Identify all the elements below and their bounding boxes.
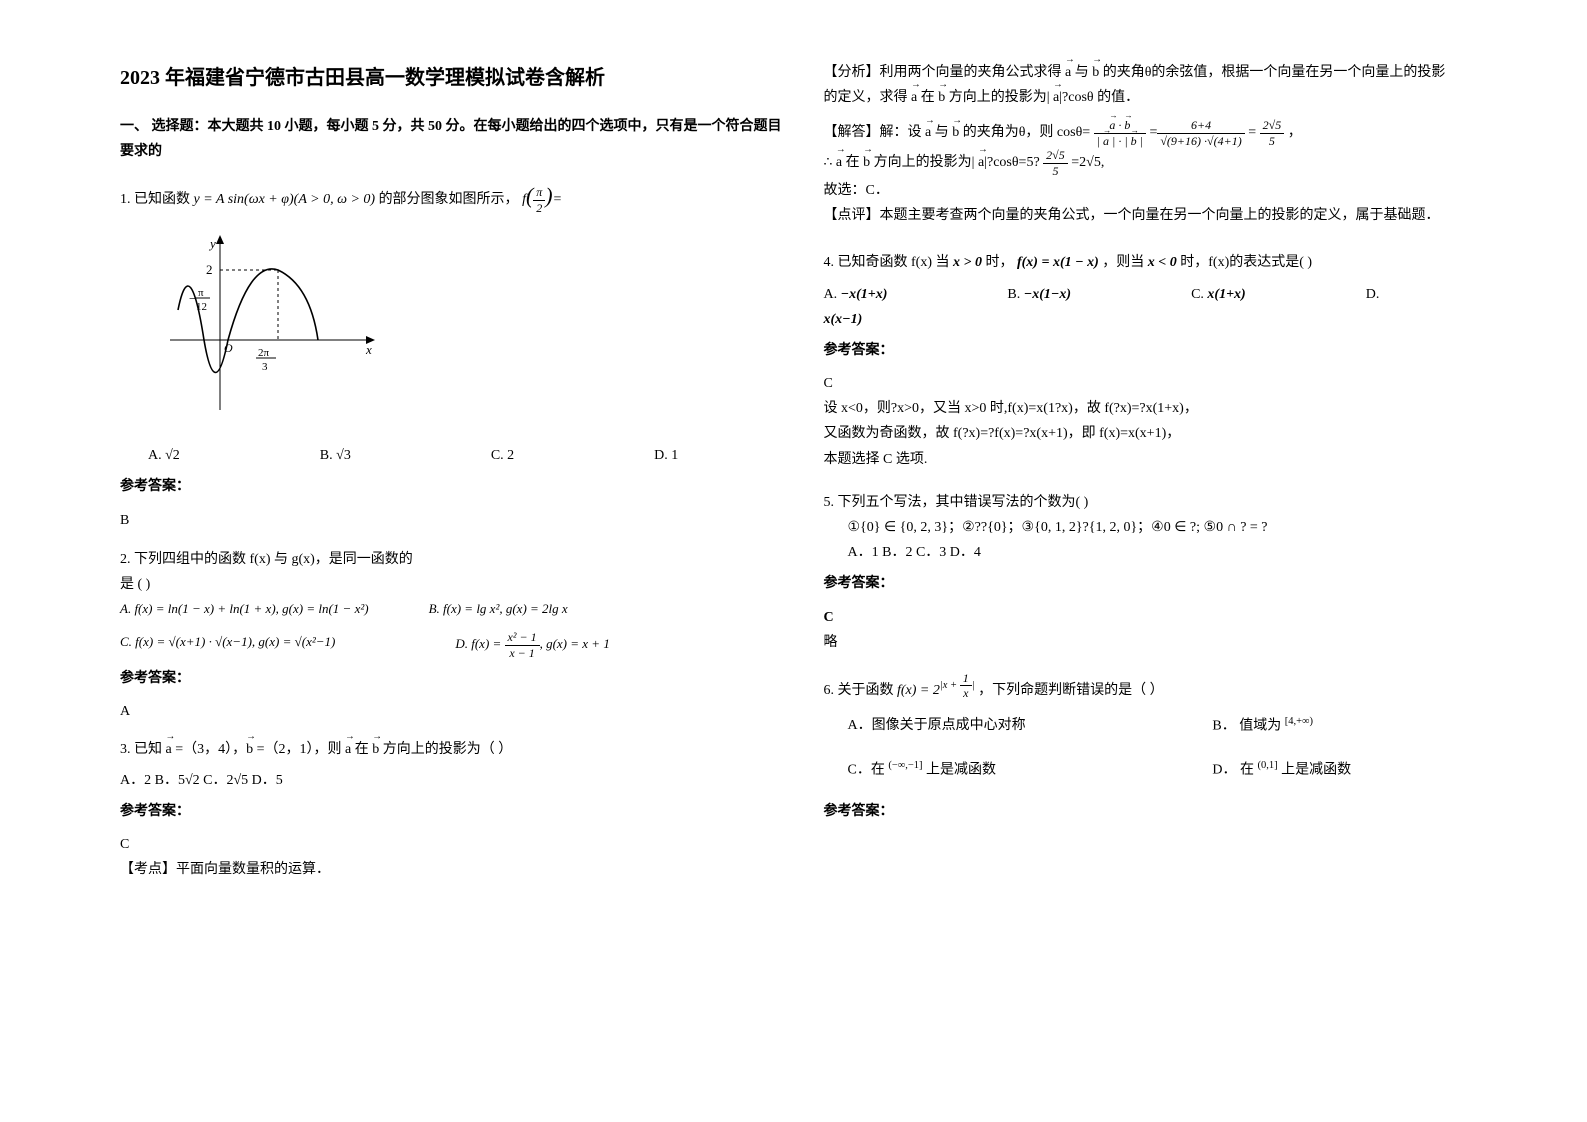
q5-stem: 5. 下列五个写法，其中错误写法的个数为( ) bbox=[824, 490, 1488, 515]
q1-f-pi-2: f(π2)= bbox=[522, 192, 562, 207]
q4-opt-d2: x(x−1) bbox=[824, 307, 1488, 332]
q4-expl1: 设 x<0，则?x>0，又当 x>0 时,f(x)=x(1?x)，故 f(?x)… bbox=[824, 396, 1488, 421]
q1-graph: y x O 2 π 12 − 2π 3 bbox=[160, 230, 784, 429]
question-2: 2. 下列四组中的函数 f(x) 与 g(x)，是同一函数的 是 ( ) A. … bbox=[120, 547, 784, 661]
q1-opt-b: B. √3 bbox=[320, 443, 351, 468]
q3-options: A．2 B．5√2 C．2√5 D．5 bbox=[120, 768, 784, 793]
q1-options: A. √2 B. √3 C. 2 D. 1 bbox=[148, 443, 784, 468]
q1-opt-a: A. √2 bbox=[148, 443, 180, 468]
q3-analysis-1: 【分析】利用两个向量的夹角公式求得 a 与 b 的夹角θ的余弦值，根据一个向量在… bbox=[824, 60, 1488, 85]
left-column: 2023 年福建省宁德市古田县高一数学理模拟试卷含解析 一、 选择题：本大题共 … bbox=[100, 60, 804, 1082]
q6-opt-b: B． 值域为 [4,+∞) bbox=[1212, 713, 1313, 739]
q6-opt-c: C．在 (−∞,−1] 上是减函数 bbox=[848, 757, 1213, 783]
section-1-heading: 一、 选择题：本大题共 10 小题，每小题 5 分，共 50 分。在每小题给出的… bbox=[120, 114, 784, 164]
q1-opt-d: D. 1 bbox=[654, 443, 678, 468]
q4-answer: C bbox=[824, 371, 1488, 396]
svg-text:2: 2 bbox=[206, 262, 213, 277]
svg-text:3: 3 bbox=[262, 361, 268, 373]
q6-fx: f(x) = 2|x + 1x| bbox=[897, 683, 975, 698]
q6-answer-label: 参考答案： bbox=[824, 799, 1488, 824]
question-4: 4. 已知奇函数 f(x) 当 x > 0 时， f(x) = x(1 − x)… bbox=[824, 250, 1488, 275]
q1-stem-post: 的部分图象如图所示， bbox=[379, 192, 519, 207]
q5-answer: C bbox=[824, 605, 1488, 630]
question-5: 5. 下列五个写法，其中错误写法的个数为( ) ①{0} ∈ {0, 2, 3}… bbox=[824, 490, 1488, 566]
q2-opt-c: C. f(x) = √(x+1) · √(x−1), g(x) = √(x²−1… bbox=[120, 630, 335, 660]
q5-brief: 略 bbox=[824, 630, 1488, 655]
q4-opt-b: B. −x(1−x) bbox=[1007, 282, 1071, 307]
question-3: 3. 已知 a =（3，4），b =（2，1），则 a 在 b 方向上的投影为（… bbox=[120, 737, 784, 762]
q3-solve-line2: ∴ a 在 b 方向上的投影为| a|?cosθ=5? 2√55 =2√5, bbox=[824, 148, 1488, 178]
q4-expl3: 本题选择 C 选项. bbox=[824, 447, 1488, 472]
q2-opt-d: D. f(x) = x² − 1x − 1, g(x) = x + 1 bbox=[455, 630, 609, 660]
q2-answer: A bbox=[120, 699, 784, 724]
q4-opt-d: D. bbox=[1366, 282, 1380, 307]
q1-answer: B bbox=[120, 508, 784, 533]
q3-solve-line1: 【解答】解：设 a 与 b 的夹角为θ，则 cosθ= a · b| a | ·… bbox=[824, 118, 1488, 148]
question-1: 1. 已知函数 y = A sin(ωx + φ)(A > 0, ω > 0) … bbox=[120, 176, 784, 216]
q4-options-row1: A. −x(1+x) B. −x(1−x) C. x(1+x) D. bbox=[824, 282, 1488, 307]
q1-formula: y = A sin(ωx + φ)(A > 0, ω > 0) bbox=[194, 192, 376, 207]
q1-answer-label: 参考答案： bbox=[120, 474, 784, 499]
q1-opt-c: C. 2 bbox=[491, 443, 514, 468]
q5-answer-label: 参考答案： bbox=[824, 571, 1488, 596]
q2-opt-b: B. f(x) = lg x², g(x) = 2lg x bbox=[429, 597, 568, 620]
q6-opt-d: D． 在 (0,1] 上是减函数 bbox=[1212, 757, 1351, 783]
q3-kaodian: 【考点】平面向量数量积的运算． bbox=[120, 857, 784, 882]
q6-row1: A．图像关于原点成中心对称 B． 值域为 [4,+∞) bbox=[824, 713, 1488, 739]
q2-opt-a: A. f(x) = ln(1 − x) + ln(1 + x), g(x) = … bbox=[120, 597, 369, 620]
q6-opt-a: A．图像关于原点成中心对称 bbox=[848, 713, 1213, 739]
q4-answer-label: 参考答案： bbox=[824, 338, 1488, 363]
q5-items: ①{0} ∈ {0, 2, 3}；②??{0}；③{0, 1, 2}?{1, 2… bbox=[848, 515, 1488, 540]
sine-graph-svg: y x O 2 π 12 − 2π 3 bbox=[160, 230, 390, 420]
q3-answer-label: 参考答案： bbox=[120, 799, 784, 824]
q2-stem1: 2. 下列四组中的函数 f(x) 与 g(x)，是同一函数的 bbox=[120, 547, 784, 572]
svg-text:π: π bbox=[198, 287, 204, 299]
q2-stem2: 是 ( ) bbox=[120, 572, 784, 597]
question-6: 6. 关于函数 f(x) = 2|x + 1x| ，下列命题判断错误的是（ ） bbox=[824, 671, 1488, 703]
q3-answer: C bbox=[120, 832, 784, 857]
svg-text:2π: 2π bbox=[258, 347, 270, 359]
q3-solve-line3: 故选：C． bbox=[824, 178, 1488, 203]
q1-stem-pre: 1. 已知函数 bbox=[120, 192, 194, 207]
q3-comment: 【点评】本题主要考查两个向量的夹角公式，一个向量在另一个向量上的投影的定义，属于… bbox=[824, 203, 1488, 228]
page-title: 2023 年福建省宁德市古田县高一数学理模拟试卷含解析 bbox=[120, 60, 784, 96]
q4-opt-c: C. x(1+x) bbox=[1191, 282, 1246, 307]
svg-text:y: y bbox=[208, 236, 216, 251]
right-column: 【分析】利用两个向量的夹角公式求得 a 与 b 的夹角θ的余弦值，根据一个向量在… bbox=[804, 60, 1508, 1082]
q5-opts: A．1 B．2 C．3 D．4 bbox=[848, 540, 1488, 565]
svg-text:x: x bbox=[365, 342, 372, 357]
q4-opt-a: A. −x(1+x) bbox=[824, 282, 888, 307]
q3-analysis-2: 的定义，求得 a 在 b 方向上的投影为| a|?cosθ 的值． bbox=[824, 85, 1488, 110]
q2-answer-label: 参考答案： bbox=[120, 666, 784, 691]
q6-row2: C．在 (−∞,−1] 上是减函数 D． 在 (0,1] 上是减函数 bbox=[824, 757, 1488, 783]
q4-expl2: 又函数为奇函数，故 f(?x)=?f(x)=?x(x+1)，即 f(x)=x(x… bbox=[824, 421, 1488, 446]
